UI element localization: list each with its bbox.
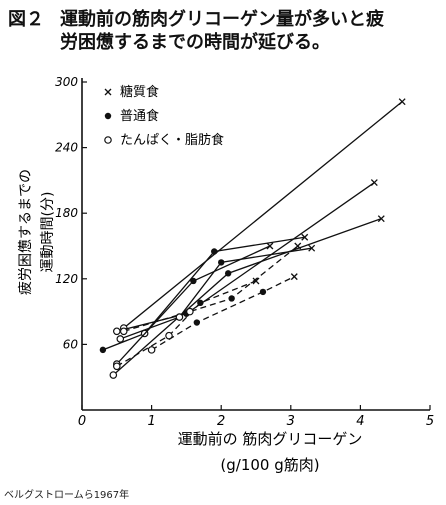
open-circle-marker bbox=[113, 327, 121, 336]
subject-line-2 bbox=[116, 245, 271, 365]
source-note: ベルグストロームら1967年 bbox=[4, 490, 130, 501]
x-axis-label-line1: 運動前の 筋肉グリコーゲン bbox=[178, 430, 363, 448]
open-circle-marker bbox=[119, 327, 128, 336]
x-marker-stroke bbox=[294, 242, 302, 250]
figure-title: 図２ 運動前の筋肉グリコーゲン量が多いと疲 労困憊するまでの時間が延びる。 bbox=[8, 8, 438, 54]
legend-marker-open-circle bbox=[104, 136, 112, 144]
x-marker-stroke bbox=[398, 98, 406, 106]
x-marker bbox=[252, 277, 260, 285]
legend-label: たんぱく・脂肪食 bbox=[120, 132, 224, 148]
x-marker bbox=[294, 242, 302, 250]
y-axis-label-line1: 疲労困憊するまでの bbox=[17, 169, 34, 295]
legend-marker-filled-circle bbox=[104, 112, 112, 120]
open-circle-marker bbox=[175, 313, 184, 321]
x-marker bbox=[377, 215, 385, 223]
x-tick-label: 1 bbox=[147, 414, 155, 429]
subject-line-6 bbox=[120, 247, 312, 340]
x-tick-label: 3 bbox=[287, 414, 295, 429]
x-marker-stroke bbox=[290, 273, 298, 281]
open-circle-marker bbox=[116, 335, 125, 343]
x-marker bbox=[266, 242, 274, 250]
x-marker-stroke bbox=[370, 179, 378, 187]
x-tick-label: 5 bbox=[426, 414, 434, 429]
y-axis-label-line2: 運動時間(分) bbox=[40, 192, 56, 273]
subject-line-8 bbox=[151, 276, 295, 351]
x-marker-stroke bbox=[377, 215, 385, 223]
x-marker bbox=[370, 179, 378, 187]
x-marker-stroke bbox=[104, 88, 112, 96]
subject-line-3 bbox=[123, 101, 403, 329]
legend-marker-x bbox=[104, 88, 112, 96]
filled-circle-marker bbox=[190, 277, 197, 285]
axes bbox=[81, 78, 430, 411]
open-circle-marker bbox=[109, 371, 118, 379]
open-circle-marker bbox=[147, 346, 156, 354]
x-marker-stroke bbox=[308, 244, 316, 252]
figure-number: 図２ bbox=[8, 9, 44, 30]
x-marker bbox=[308, 244, 316, 252]
y-tick-label: 300 bbox=[55, 75, 78, 89]
x-marker bbox=[301, 233, 309, 241]
subject-line-9 bbox=[123, 245, 299, 332]
series-layer bbox=[99, 98, 406, 379]
filled-circle-marker bbox=[193, 319, 201, 326]
filled-circle-marker bbox=[228, 295, 235, 302]
x-marker bbox=[290, 273, 298, 281]
subject-line-1 bbox=[102, 236, 305, 351]
y-tick-label: 180 bbox=[55, 206, 78, 220]
open-circle-marker bbox=[113, 362, 121, 371]
x-axis-label-line2: (g/100 g筋肉) bbox=[220, 456, 319, 474]
subject-line-7 bbox=[116, 280, 257, 367]
y-tick-label: 60 bbox=[63, 337, 79, 351]
filled-circle-marker bbox=[224, 270, 232, 277]
x-marker-stroke bbox=[266, 242, 274, 250]
legend-label: 普通食 bbox=[120, 108, 159, 124]
filled-circle-marker bbox=[197, 299, 204, 307]
figure-title-line2: 労困憊するまでの時間が延びる。 bbox=[60, 32, 330, 53]
filled-circle-marker bbox=[259, 288, 267, 296]
filled-circle-marker bbox=[99, 346, 107, 354]
x-marker-stroke bbox=[301, 233, 309, 241]
y-tick-label: 240 bbox=[55, 141, 78, 155]
y-tick-label: 120 bbox=[55, 272, 78, 286]
x-tick-label: 0 bbox=[78, 414, 86, 429]
figure-title-line1: 運動前の筋肉グリコーゲン量が多いと疲 bbox=[60, 9, 384, 30]
open-circle-marker bbox=[186, 307, 194, 316]
ticks: 0 1 2 3 4 5 60 120 180 240 300 bbox=[55, 75, 434, 429]
x-marker bbox=[398, 98, 406, 106]
legend-label: 糖質食 bbox=[120, 84, 159, 100]
x-marker-stroke bbox=[252, 277, 260, 285]
filled-circle-marker bbox=[218, 259, 225, 266]
x-tick-label: 4 bbox=[356, 414, 364, 429]
x-tick-label: 2 bbox=[217, 414, 225, 429]
